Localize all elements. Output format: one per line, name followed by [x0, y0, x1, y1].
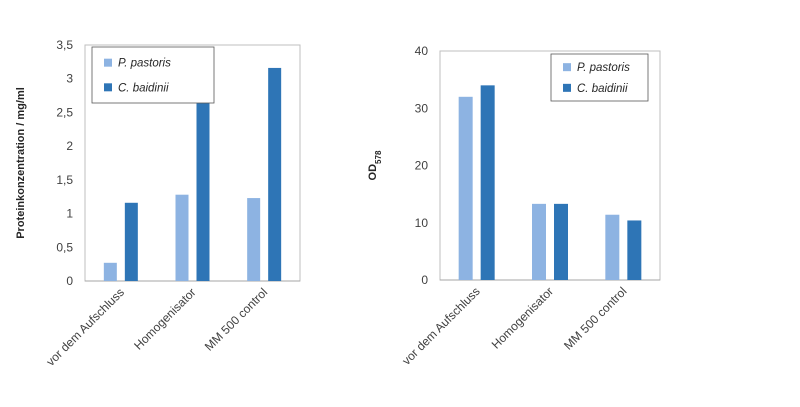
- chart1-bar: [175, 194, 189, 281]
- chart1-ytick-label: 2: [66, 139, 73, 153]
- chart2-legend-swatch: [563, 63, 571, 72]
- chart1-ytick-label: 0: [66, 274, 73, 288]
- chart2-legend-label: P. pastoris: [577, 62, 630, 74]
- chart2-category-label: Homogenisator: [489, 284, 556, 351]
- chart2-y-axis-label: OD578: [367, 150, 383, 180]
- chart1-legend: P. pastoris C. baidinii: [91, 46, 215, 104]
- chart1-ytick-label: 3: [66, 72, 73, 86]
- chart1-category-label: Homogenisator: [131, 285, 198, 352]
- chart1-legend-swatch: [104, 83, 112, 92]
- chart2-bar: [605, 214, 620, 280]
- chart1-bar: [196, 88, 210, 281]
- chart1-bar: [103, 262, 117, 281]
- chart2-bar: [480, 85, 495, 280]
- chart2: 0 10 20 30 40 vor dem Aufschluss Homogenisator…: [367, 44, 661, 368]
- chart2-ytick-label: 20: [415, 159, 429, 173]
- chart1-category-label: vor dem Aufschluss: [43, 285, 126, 368]
- chart1-bar: [268, 67, 282, 281]
- chart2-ytick-label: 30: [415, 101, 429, 115]
- chart1-ytick-label: 1,5: [56, 173, 73, 187]
- chart1-ytick-label: 3,5: [56, 38, 73, 52]
- chart1: 0 0,5 1 1,5 2 2,5 3 3,5 vor dem Aufschluss Homoge…: [15, 38, 301, 369]
- chart1-ytick-label: 0,5: [56, 240, 73, 254]
- chart2-category-label: vor dem Aufschluss: [399, 284, 482, 367]
- chart1-ytick-label: 2,5: [56, 105, 73, 119]
- chart1-y-axis-label: Proteinkonzentration / mg/ml: [15, 87, 27, 239]
- chart2-category-label: MM 500 control: [561, 284, 629, 352]
- chart2-bar: [532, 203, 546, 280]
- chart2-legend-label: C. baidinii: [577, 83, 628, 95]
- chart1-ytick-label: 1: [66, 207, 73, 221]
- chart1-legend-swatch: [104, 58, 112, 67]
- chart2-legend-swatch: [563, 83, 571, 92]
- chart2-ytick-label: 0: [421, 273, 428, 287]
- chart1-legend-label: P. pastoris: [118, 58, 171, 70]
- chart2-bar: [627, 220, 642, 280]
- chart2-bar: [458, 96, 473, 280]
- chart2-bar: [554, 203, 568, 280]
- chart2-y-axis-label-subscript: 578: [374, 150, 383, 164]
- chart1-bar: [247, 198, 261, 281]
- chart1-bar: [124, 202, 138, 281]
- chart1-legend-frame: [91, 46, 215, 104]
- chart2-legend-frame: [550, 53, 649, 102]
- chart2-ytick-label: 10: [415, 216, 429, 230]
- chart1-legend-label: C. baidinii: [118, 82, 169, 94]
- chart2-legend: P. pastoris C. baidinii: [550, 53, 649, 102]
- chart2-ytick-label: 40: [415, 44, 429, 58]
- chart1-category-label: MM 500 control: [202, 285, 270, 353]
